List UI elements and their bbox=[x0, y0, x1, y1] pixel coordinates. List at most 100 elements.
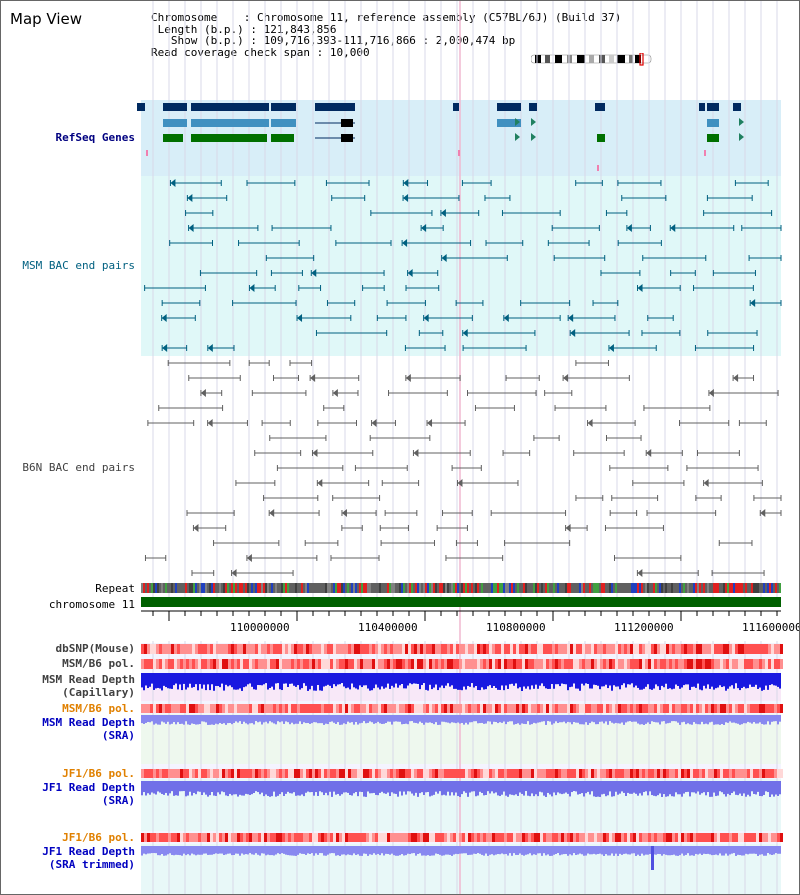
jf1-trim-depth bbox=[757, 846, 759, 856]
jf1-sra-depth bbox=[337, 781, 339, 794]
repeat-mark bbox=[567, 583, 569, 593]
jf1-sra-depth bbox=[289, 781, 291, 794]
msm-pol-heat bbox=[423, 659, 426, 669]
msm-cap-depth bbox=[563, 673, 565, 685]
jf1-pol-heat bbox=[324, 769, 327, 778]
jf1-trim-pol-heat bbox=[537, 833, 540, 842]
repeat-mark bbox=[149, 583, 151, 593]
msm-cap-depth bbox=[577, 673, 579, 689]
msm-sra-pol-heat bbox=[585, 704, 588, 713]
jf1-sra-depth bbox=[657, 781, 659, 796]
dbsnp-heat bbox=[159, 644, 162, 654]
jf1-trim-depth bbox=[679, 846, 681, 856]
msm-cap-depth bbox=[213, 673, 215, 691]
repeat-mark bbox=[707, 583, 709, 593]
repeat-mark bbox=[479, 583, 481, 593]
jf1-sra-depth bbox=[203, 781, 205, 793]
repeat-mark bbox=[645, 583, 647, 593]
msm-sra-depth bbox=[771, 715, 773, 722]
jf1-sra-depth bbox=[667, 781, 669, 797]
dbsnp-heat bbox=[381, 644, 384, 654]
msm-sra-pol-heat bbox=[279, 704, 282, 713]
msm-bac-pair bbox=[161, 314, 167, 322]
repeat-mark bbox=[395, 583, 397, 593]
msm-cap-depth bbox=[175, 673, 177, 684]
msm-sra-pol-heat bbox=[435, 704, 438, 713]
msm-pol-heat bbox=[567, 659, 570, 669]
repeat-mark bbox=[653, 583, 655, 593]
repeat-mark bbox=[259, 583, 261, 593]
repeat-mark bbox=[747, 583, 749, 593]
msm-sra-depth bbox=[545, 715, 547, 725]
msm-sra-depth bbox=[681, 715, 683, 723]
repeat-mark bbox=[485, 583, 487, 593]
jf1-pol-heat bbox=[498, 769, 501, 778]
msm-cap-depth bbox=[303, 673, 305, 684]
msm-cap-depth bbox=[145, 673, 147, 686]
jf1-trim-depth bbox=[405, 846, 407, 856]
msm-sra-depth bbox=[373, 715, 375, 724]
gene-model bbox=[163, 119, 187, 127]
msm-sra-depth bbox=[335, 715, 337, 724]
msm-sra-pol-heat bbox=[555, 704, 558, 713]
msm-cap-depth bbox=[509, 673, 511, 685]
msm-cap-depth bbox=[475, 673, 477, 686]
msm-cap-depth bbox=[333, 673, 335, 685]
jf1-pol-heat bbox=[162, 769, 165, 778]
dbsnp-heat bbox=[324, 644, 327, 654]
jf1-pol-heat bbox=[507, 769, 510, 778]
dbsnp-heat bbox=[144, 644, 147, 654]
jf1-sra-depth bbox=[303, 781, 305, 797]
msm-sra-pol-heat bbox=[573, 704, 576, 713]
msm-cap-depth bbox=[239, 673, 241, 689]
msm-pol-heat bbox=[705, 659, 708, 669]
b6n-bac-pair bbox=[703, 479, 709, 487]
jf1-trim-depth bbox=[455, 846, 457, 854]
msm-pol-heat bbox=[627, 659, 630, 669]
msm-sra-depth bbox=[617, 715, 619, 724]
msm-sra-depth bbox=[743, 715, 745, 724]
b6n-bac-pair bbox=[563, 374, 569, 382]
msm-sra-depth bbox=[711, 715, 713, 722]
dbsnp-heat bbox=[717, 644, 720, 654]
msm-bac-pair bbox=[407, 269, 413, 277]
jf1-pol-heat bbox=[285, 769, 288, 778]
dbsnp-heat bbox=[273, 644, 276, 654]
msm-sra-depth bbox=[349, 715, 351, 723]
msm-sra-pol-heat bbox=[660, 704, 663, 713]
track-label-jf1-trim-sub: (SRA trimmed) bbox=[48, 858, 135, 871]
jf1-trim-pol-heat bbox=[210, 833, 213, 842]
jf1-sra-depth bbox=[153, 781, 155, 794]
jf1-trim-depth bbox=[393, 846, 395, 856]
dbsnp-heat bbox=[369, 644, 372, 654]
repeat-mark bbox=[265, 583, 267, 593]
msm-cap-depth bbox=[755, 673, 757, 685]
repeat-mark bbox=[539, 583, 541, 593]
jf1-pol-heat bbox=[672, 769, 675, 778]
msm-cap-depth bbox=[483, 673, 485, 690]
repeat-mark bbox=[531, 583, 533, 593]
jf1-trim-depth bbox=[667, 846, 669, 856]
msm-sra-depth bbox=[661, 715, 663, 722]
msm-pol-heat bbox=[738, 659, 741, 669]
msm-cap-depth bbox=[545, 673, 547, 689]
dbsnp-heat bbox=[480, 644, 483, 654]
jf1-trim-depth bbox=[233, 846, 235, 855]
msm-sra-depth bbox=[433, 715, 435, 725]
msm-cap-depth bbox=[539, 673, 541, 686]
jf1-sra-depth bbox=[351, 781, 353, 796]
repeat-mark bbox=[557, 583, 559, 593]
msm-sra-depth bbox=[169, 715, 171, 725]
jf1-trim-depth bbox=[425, 846, 427, 856]
jf1-trim-depth bbox=[547, 846, 549, 855]
msm-pol-heat bbox=[261, 659, 264, 669]
msm-sra-depth bbox=[709, 715, 711, 723]
msm-sra-depth bbox=[651, 715, 653, 722]
chromosome-ideogram[interactable] bbox=[531, 53, 656, 67]
jf1-pol-heat bbox=[327, 769, 330, 778]
jf1-trim-depth bbox=[543, 846, 545, 854]
dbsnp-heat bbox=[201, 644, 204, 654]
track-label-msm-bac: MSM BAC end pairs bbox=[22, 259, 135, 272]
msm-cap-depth bbox=[717, 673, 719, 688]
